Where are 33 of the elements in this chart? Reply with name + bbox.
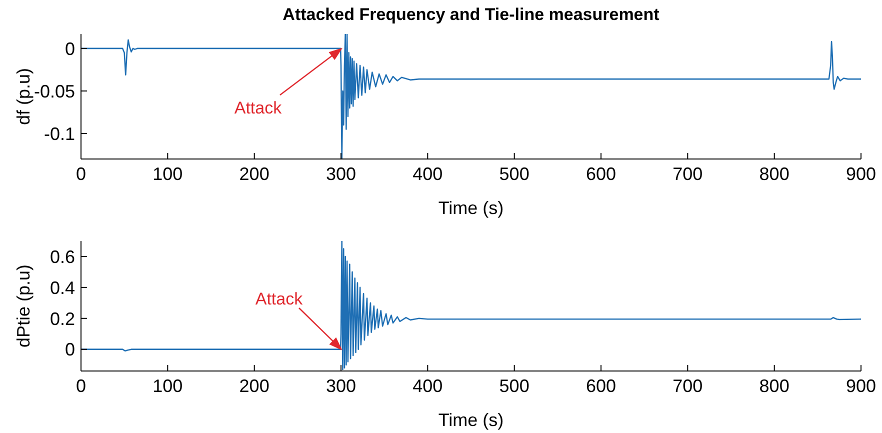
x-tick-label: 400 <box>412 376 443 396</box>
x-tick-label: 400 <box>412 164 443 184</box>
y-tick-label: 0.6 <box>50 246 75 267</box>
x-tick-label: 700 <box>672 164 703 184</box>
x-tick-label: 700 <box>672 376 703 396</box>
x-tick-label: 600 <box>586 164 616 184</box>
x-tick-label: 800 <box>759 164 790 184</box>
x-tick-label: 300 <box>326 164 356 184</box>
x-tick-label: 200 <box>239 376 270 396</box>
y-axis-title: dPtie (p.u) <box>13 264 34 348</box>
x-tick-label: 500 <box>499 164 530 184</box>
y-axis-title: df (p.u) <box>13 68 34 126</box>
y-tick-label: -0.1 <box>44 124 75 144</box>
y-tick-label: 0.4 <box>50 278 75 298</box>
chart-title: Attacked Frequency and Tie-line measurement <box>282 4 660 26</box>
x-tick-label: 500 <box>499 376 530 396</box>
x-tick-label: 900 <box>846 164 876 184</box>
y-tick-label: 0 <box>64 340 75 360</box>
x-tick-label: 100 <box>152 376 183 396</box>
x-tick-label: 800 <box>759 376 790 396</box>
x-tick-label: 300 <box>326 376 356 396</box>
x-tick-label: 200 <box>239 164 270 184</box>
annotation: Attack <box>234 98 282 118</box>
line-series <box>81 241 861 370</box>
annotation: Attack <box>255 289 304 308</box>
y-tick-label: -0.05 <box>34 81 75 102</box>
x-axis-title: Time (s) <box>438 410 504 430</box>
x-axis-title: Time (s) <box>438 198 504 218</box>
x-tick-label: 100 <box>152 164 183 184</box>
x-tick-label: 900 <box>846 376 876 396</box>
y-tick-label: 0.2 <box>50 308 75 329</box>
x-tick-label: 600 <box>586 376 616 396</box>
y-tick-label: 0 <box>64 38 75 59</box>
